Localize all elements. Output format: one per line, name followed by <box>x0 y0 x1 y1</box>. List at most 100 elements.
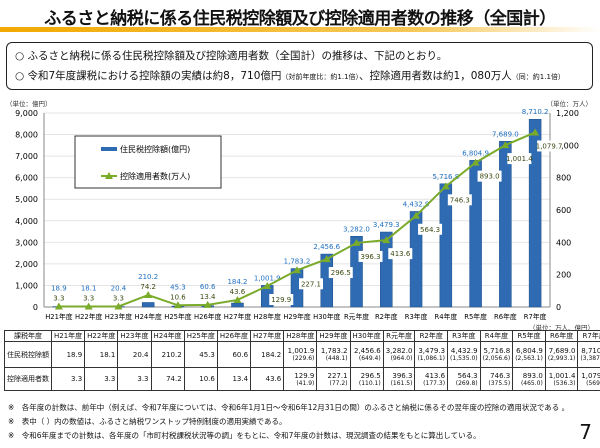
line-value-label: 296.5 <box>331 269 351 277</box>
x-tick-label: R2年度 <box>375 312 398 321</box>
cell-value: 893.0 <box>522 371 543 380</box>
line-marker <box>233 295 242 303</box>
summary-line-1: ○ ふるさと納税に係る住民税控除額及び控除適用者数（全国計）の推移は、下記のとお… <box>15 50 448 62</box>
x-tick-label: H24年度 <box>134 312 162 321</box>
bar-value-label: 6,804.9 <box>462 149 489 157</box>
cell-onestop-value: (110.1) <box>358 379 381 387</box>
right-tick-label: 400 <box>556 238 571 247</box>
table-cell: 564.3 (269.8) <box>447 367 481 391</box>
cell-onestop-value: (536.3) <box>553 379 576 387</box>
line-marker <box>203 300 212 308</box>
cell-value: 3.3 <box>104 375 116 383</box>
table-header-cell: H30年度 <box>349 330 384 342</box>
cell-value: 746.3 <box>490 371 511 380</box>
x-tick-label: H26年度 <box>194 312 222 321</box>
line-marker <box>322 255 331 263</box>
line-value-label: 43.6 <box>230 288 246 296</box>
table-cell: 129.9 (41.9) <box>283 367 318 391</box>
table-header-cell: H24年度 <box>150 330 185 342</box>
bar-value-label: 184.2 <box>227 278 247 286</box>
bar-value-label: 8,710.2 <box>522 108 549 116</box>
right-axis-unit: （単位：万人） <box>546 100 593 108</box>
cell-value: 10.6 <box>199 375 215 383</box>
cell-onestop-value: (2,056.6) <box>482 355 511 362</box>
bar-value-label: 20.4 <box>111 284 127 292</box>
cell-value: 18.1 <box>99 350 116 359</box>
cell-value: 129.9 <box>294 371 315 380</box>
summary-amount: ○ 令和7年度課税における控除額の実績は約8，710億円 <box>15 70 282 82</box>
cell-value: 1,783.2 <box>320 347 348 355</box>
cell-onestop-value: (177.3) <box>423 379 446 387</box>
bar-value-label: 1,001.9 <box>254 274 281 282</box>
table-cell: 893.0 (465.0) <box>512 367 546 391</box>
cell-onestop-value: (77.2) <box>329 379 348 387</box>
summary-amount-ratio: （対前年度比：約1.1倍） <box>281 73 360 81</box>
line-marker <box>84 302 93 310</box>
cell-value: 296.5 <box>360 371 381 380</box>
x-tick-label: R元年度 <box>344 312 369 321</box>
row-label: 控除適用者数 <box>4 367 52 391</box>
cell-value: 1,001.4 <box>548 371 576 380</box>
left-tick-label: 7,000 <box>15 152 38 161</box>
cell-onestop-value: (569.6) <box>586 379 600 387</box>
line-value-label: 3.3 <box>83 294 94 302</box>
cell-value: 8,710.2 <box>581 347 600 355</box>
cell-value: 210.2 <box>161 350 182 359</box>
left-tick-label: 3,000 <box>15 238 38 247</box>
bar-value-label: 1,783.2 <box>284 258 311 266</box>
line-marker <box>263 281 272 289</box>
table-row: 控除適用者数 3.3 3.3 3.3 74.2 10.6 13.4 43.6 129.9 (41.… <box>4 367 600 391</box>
table-cell: 1,783.2 (448.1) <box>316 341 351 368</box>
line-value-label: 3.3 <box>53 294 64 302</box>
table-unit: （単位：万人、億円） <box>529 324 594 332</box>
cell-onestop-value: (1,086.1) <box>417 355 446 362</box>
cell-onestop-value: (964.0) <box>390 355 413 362</box>
table-header-cell: H29年度 <box>316 330 351 342</box>
left-tick-label: 5,000 <box>15 195 38 204</box>
summary-box: ○ ふるさと納税に係る住民税控除額及び控除適用者数（全国計）の推移は、下記のとお… <box>6 42 593 90</box>
page-title: ふるさと納税に係る住民税控除額及び控除適用者数の推移（全国計） <box>44 9 556 29</box>
row-label: 住民税控除額 <box>4 341 52 368</box>
bar-value-label: 5,716.8 <box>432 173 459 181</box>
right-tick-label: 0 <box>556 303 561 312</box>
table-header-cell: H22年度 <box>84 330 119 342</box>
line-marker <box>412 211 421 219</box>
x-tick-label: R6年度 <box>494 312 517 321</box>
cell-value: 413.6 <box>424 371 446 380</box>
cell-onestop-value: (269.8) <box>455 379 478 387</box>
x-tick-label: H30年度 <box>313 312 341 321</box>
legend <box>74 135 222 189</box>
bar-value-label: 60.6 <box>200 283 216 291</box>
table-cell: 1,001.4 (536.3) <box>544 367 579 391</box>
bar-value-label: 18.1 <box>81 284 97 292</box>
table-header-cell: H26年度 <box>216 330 252 342</box>
bar-value-label: 3,282.0 <box>343 225 370 233</box>
table-cell: 746.3 (375.5) <box>479 367 514 391</box>
line-label-bg <box>299 278 323 290</box>
line-label-bg <box>507 153 532 165</box>
x-tick-label: H28年度 <box>254 312 282 321</box>
table-cell: 396.3 (161.5) <box>382 367 416 391</box>
cell-onestop-value: (229.6) <box>292 355 315 362</box>
line-value-label: 10.6 <box>170 293 186 301</box>
data-table: 課税年度 H21年度 H22年度 H23年度 H24年度 H25年度 H26年度 H27年度 H… <box>4 330 600 391</box>
line-value-label: 1,001.4 <box>506 155 533 163</box>
table-cell: 60.6 <box>216 341 252 368</box>
cell-value: 6,804.9 <box>516 347 543 355</box>
left-tick-label: 4,000 <box>15 217 38 226</box>
cell-value: 60.6 <box>232 350 249 359</box>
table-header-cell: H23年度 <box>117 330 152 342</box>
table-cell: 3.3 <box>50 367 86 391</box>
line-value-label: 564.3 <box>420 226 440 234</box>
line-marker <box>441 182 450 190</box>
table-header-cell: H21年度 <box>50 330 86 342</box>
right-tick-label: 800 <box>556 174 571 183</box>
line-label-bg <box>477 170 502 182</box>
summary-count-ratio: （同：約1.1倍） <box>511 73 565 81</box>
summary-count: 、控除適用者数は約1，080万人 <box>359 70 512 82</box>
table-cell: 74.2 <box>150 367 185 391</box>
cell-value: 2,456.6 <box>354 347 381 355</box>
cell-onestop-value: (375.5) <box>488 379 511 387</box>
cell-value: 1,079.7 <box>581 371 600 380</box>
line-label-bg <box>447 194 472 206</box>
